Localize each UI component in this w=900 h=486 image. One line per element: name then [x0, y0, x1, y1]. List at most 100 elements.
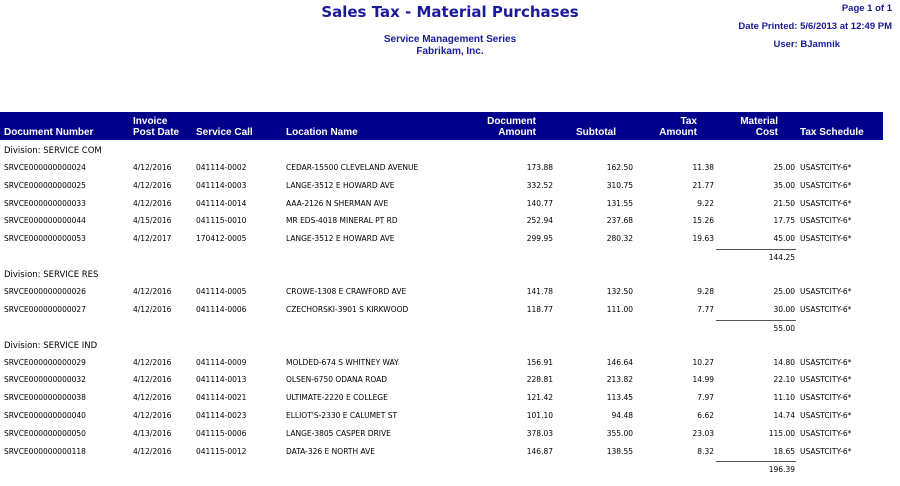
- col-document-number: Document Number: [4, 127, 94, 138]
- division-label: Division: SERVICE COM: [4, 146, 102, 156]
- cell-document-number: SRVCE000000000033: [4, 198, 86, 208]
- cell-tax-amount: 23.03: [692, 428, 714, 438]
- cell-tax-amount: 7.97: [697, 393, 714, 403]
- cell-service-call: 041114-0023: [196, 411, 247, 420]
- cell-location-name: CZECHORSKI-3901 S KIRKWOOD: [286, 304, 409, 314]
- col-cost-2: Cost: [755, 127, 778, 138]
- cell-document-amount: 228.81: [526, 375, 553, 385]
- cell-location-name: AAA-2126 N SHERMAN AVE: [286, 198, 389, 208]
- cell-subtotal: 113.45: [606, 393, 633, 403]
- cell-tax-amount: 11.38: [692, 163, 714, 172]
- cell-subtotal: 146.64: [606, 357, 633, 367]
- cell-subtotal: 162.50: [606, 163, 633, 172]
- cell-tax-schedule: USASTCITY-6*: [800, 446, 852, 456]
- col-location: Location Name: [286, 127, 358, 138]
- cell-post-date: 4/12/2016: [133, 393, 172, 403]
- cell-tax-schedule: USASTCITY-6*: [800, 375, 852, 385]
- cell-post-date: 4/13/2016: [133, 428, 172, 438]
- division-total-rule: [716, 461, 796, 463]
- cell-post-date: 4/12/2016: [133, 198, 172, 208]
- division-total-rule: [716, 249, 796, 250]
- cell-document-amount: 140.77: [526, 198, 553, 208]
- division-material-cost-total: 196.39: [768, 465, 795, 475]
- cell-document-number: SRVCE000000000044: [4, 216, 86, 226]
- cell-tax-schedule: USASTCITY-6*: [800, 393, 852, 403]
- cell-tax-amount: 21.77: [692, 180, 714, 190]
- col-service-call: Service Call: [196, 127, 253, 138]
- cell-subtotal: 138.55: [606, 446, 633, 456]
- cell-location-name: MOLDED-674 S WHITNEY WAY: [286, 357, 399, 367]
- user: User: BJamnik: [773, 39, 840, 50]
- col-doc-amount-2: Amount: [498, 127, 536, 138]
- cell-document-amount: 173.88: [526, 163, 553, 172]
- cell-document-amount: 146.87: [526, 446, 553, 456]
- cell-subtotal: 132.50: [606, 287, 633, 296]
- col-tax-schedule: Tax Schedule: [800, 127, 864, 138]
- cell-document-amount: 252.94: [526, 216, 553, 226]
- cell-tax-schedule: USASTCITY-6*: [800, 428, 852, 438]
- cell-post-date: 4/15/2016: [133, 216, 172, 226]
- cell-subtotal: 94.48: [611, 411, 633, 420]
- cell-tax-amount: 8.32: [697, 446, 714, 456]
- cell-material-cost: 18.65: [773, 446, 795, 456]
- cell-material-cost: 115.00: [768, 428, 795, 438]
- cell-tax-schedule: USASTCITY-6*: [800, 411, 852, 420]
- cell-post-date: 4/12/2016: [133, 411, 172, 420]
- cell-service-call: 041115-0010: [196, 216, 247, 226]
- cell-document-amount: 141.78: [526, 287, 553, 296]
- cell-document-amount: 332.52: [526, 180, 553, 190]
- cell-document-number: SRVCE000000000026: [4, 287, 86, 296]
- cell-document-number: SRVCE000000000050: [4, 428, 86, 438]
- cell-material-cost: 22.10: [773, 375, 795, 385]
- cell-material-cost: 35.00: [773, 180, 795, 190]
- division-material-cost-total: 55.00: [773, 323, 795, 333]
- cell-location-name: LANGE-3512 E HOWARD AVE: [286, 180, 395, 190]
- cell-subtotal: 213.82: [606, 375, 633, 385]
- cell-location-name: MR EDS-4018 MINERAL PT RD: [286, 216, 398, 226]
- col-cost-1: Material: [740, 116, 778, 127]
- cell-location-name: OLSEN-6750 ODANA ROAD: [286, 375, 388, 385]
- cell-material-cost: 17.75: [773, 216, 795, 226]
- cell-tax-amount: 10.27: [692, 357, 714, 367]
- cell-tax-amount: 9.28: [697, 287, 714, 296]
- division-label: Division: SERVICE RES: [4, 270, 99, 280]
- cell-material-cost: 45.00: [773, 234, 795, 244]
- cell-document-number: SRVCE000000000038: [4, 393, 86, 403]
- cell-location-name: DATA-326 E NORTH AVE: [286, 446, 375, 456]
- cell-post-date: 4/12/2016: [133, 446, 172, 456]
- cell-document-number: SRVCE000000000040: [4, 411, 86, 420]
- cell-document-amount: 378.03: [526, 428, 553, 438]
- report-series: Service Management Series: [383, 34, 517, 45]
- cell-document-number: SRVCE000000000025: [4, 180, 86, 190]
- cell-document-number: SRVCE000000000027: [4, 304, 86, 314]
- cell-post-date: 4/12/2016: [133, 287, 172, 296]
- cell-post-date: 4/12/2016: [133, 375, 172, 385]
- cell-post-date: 4/12/2016: [133, 180, 172, 190]
- cell-tax-amount: 14.99: [692, 375, 714, 385]
- cell-material-cost: 14.74: [773, 411, 795, 420]
- cell-document-amount: 101.10: [526, 411, 553, 420]
- division-total-rule: [716, 319, 796, 321]
- division-material-cost-total: 144.25: [768, 253, 795, 262]
- cell-subtotal: 131.55: [606, 198, 633, 208]
- cell-service-call: 041114-0003: [196, 180, 247, 190]
- col-invoice-2: Post Date: [133, 127, 180, 138]
- cell-document-amount: 118.77: [526, 304, 553, 314]
- cell-material-cost: 14.80: [773, 357, 795, 367]
- company-name: Fabrikam, Inc.: [416, 46, 484, 57]
- cell-document-amount: 299.95: [526, 234, 553, 244]
- division-label: Division: SERVICE IND: [4, 340, 98, 351]
- column-header-bar: Document Number Invoice Post Date Servic…: [0, 112, 883, 140]
- cell-post-date: 4/12/2016: [133, 163, 172, 172]
- cell-service-call: 041114-0009: [196, 357, 247, 367]
- date-printed: Date Printed: 5/6/2013 at 12:49 PM: [738, 21, 892, 32]
- cell-service-call: 041115-0012: [196, 446, 247, 456]
- cell-subtotal: 237.68: [606, 216, 633, 226]
- cell-document-number: SRVCE000000000029: [4, 357, 86, 367]
- report-title: Sales Tax - Material Purchases: [321, 3, 579, 21]
- cell-post-date: 4/12/2017: [133, 234, 172, 244]
- cell-location-name: LANGE-3512 E HOWARD AVE: [286, 234, 395, 244]
- cell-service-call: 041114-0006: [196, 304, 247, 314]
- cell-subtotal: 310.75: [606, 180, 633, 190]
- cell-tax-schedule: USASTCITY-6*: [800, 180, 852, 190]
